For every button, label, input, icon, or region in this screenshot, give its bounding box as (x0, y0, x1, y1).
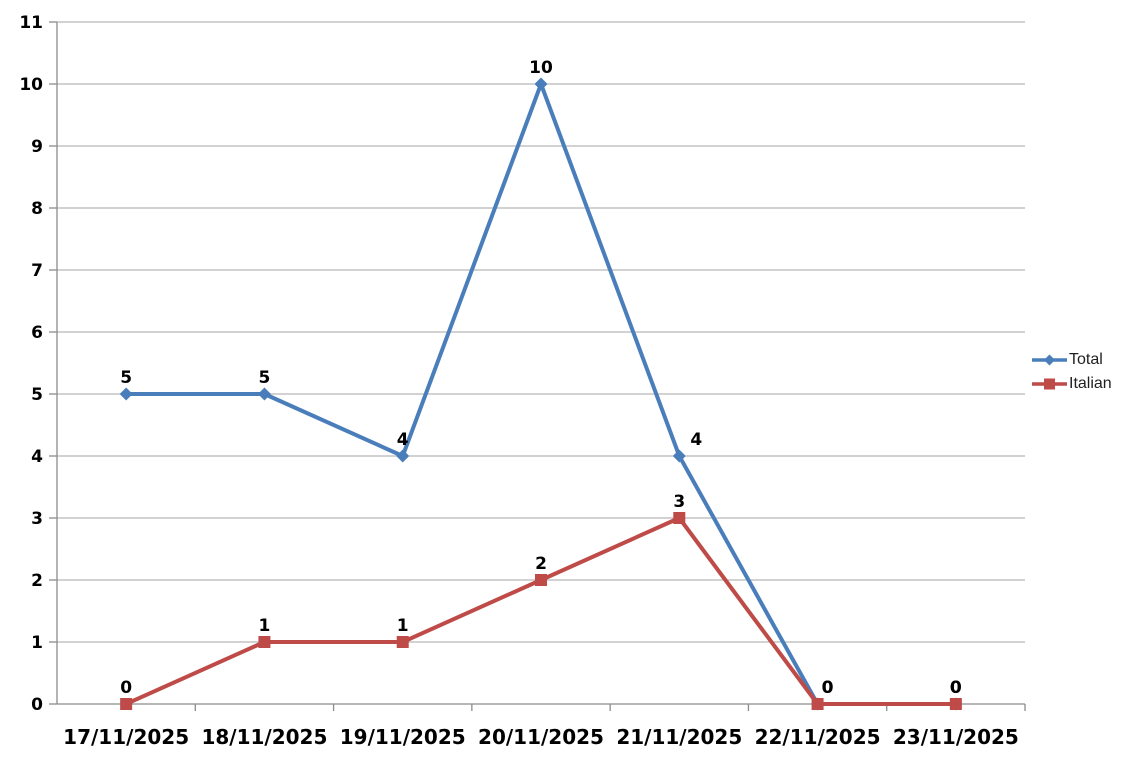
legend-label-total: Total (1069, 351, 1103, 368)
data-point-italian-5[interactable] (811, 698, 824, 710)
y-axis-tick-label: 0 (31, 695, 43, 715)
data-label-italian-6: 0 (950, 678, 962, 698)
data-point-total-3[interactable] (534, 77, 548, 91)
legend-total-diamond-icon (1044, 354, 1055, 366)
data-label-total-3: 10 (529, 58, 553, 78)
data-point-italian-4[interactable] (673, 512, 686, 524)
y-axis-tick-label: 11 (19, 13, 43, 33)
y-axis-tick-label: 9 (31, 137, 43, 157)
data-label-total-6: 0 (950, 678, 962, 698)
legend: Total Italian (1031, 352, 1112, 392)
y-axis-tick-label: 8 (31, 199, 43, 219)
data-label-total-5: 0 (822, 678, 834, 698)
series-line-italian[interactable] (124, 516, 958, 706)
data-label-total-1: 5 (259, 368, 271, 388)
legend-total-marker-icon (1032, 354, 1067, 366)
data-point-italian-2[interactable] (396, 636, 409, 648)
data-point-total-1[interactable] (257, 387, 271, 401)
legend-italian-marker-icon (1032, 378, 1067, 390)
data-label-italian-1: 1 (259, 616, 271, 636)
x-axis-tick-label: 18/11/2025 (201, 725, 327, 749)
x-axis-tick-label: 23/11/2025 (893, 725, 1019, 749)
data-point-total-0[interactable] (119, 387, 133, 401)
y-axis-tick-label: 3 (31, 509, 43, 529)
data-point-italian-6[interactable] (949, 698, 962, 710)
data-label-total-2: 4 (397, 430, 409, 450)
y-axis-tick-label: 10 (19, 75, 43, 95)
legend-italian-square-icon (1044, 378, 1055, 390)
legend-item-total[interactable]: Total (1031, 352, 1112, 368)
y-axis-tick-label: 4 (31, 447, 43, 467)
y-axis-tick-label: 7 (31, 261, 43, 281)
data-point-italian-0[interactable] (120, 698, 133, 710)
x-axis-tick-label: 17/11/2025 (63, 725, 189, 749)
y-axis-tick-label: 2 (31, 571, 43, 591)
data-label-total-4: 4 (690, 430, 702, 450)
x-axis-tick-label: 22/11/2025 (755, 725, 881, 749)
data-point-total-2[interactable] (396, 449, 410, 463)
x-axis-tick-label: 19/11/2025 (340, 725, 466, 749)
y-axis-tick-label: 1 (31, 633, 43, 653)
legend-item-italian[interactable]: Italian (1031, 376, 1112, 392)
data-label-total-0: 5 (120, 368, 132, 388)
x-axis-tick-label: 21/11/2025 (616, 725, 742, 749)
data-label-italian-0: 0 (120, 678, 132, 698)
x-axis-tick-label: 20/11/2025 (478, 725, 604, 749)
data-label-italian-3: 2 (535, 554, 547, 574)
legend-label-italian: Italian (1069, 375, 1112, 392)
data-label-italian-4: 3 (673, 492, 685, 512)
data-point-italian-3[interactable] (535, 574, 547, 586)
data-point-italian-1[interactable] (258, 636, 271, 648)
data-label-italian-2: 1 (397, 616, 409, 636)
data-label-italian-5: 0 (822, 678, 834, 698)
y-axis-tick-label: 6 (31, 323, 43, 343)
data-point-total-4[interactable] (672, 449, 686, 463)
y-axis-tick-label: 5 (31, 385, 43, 405)
